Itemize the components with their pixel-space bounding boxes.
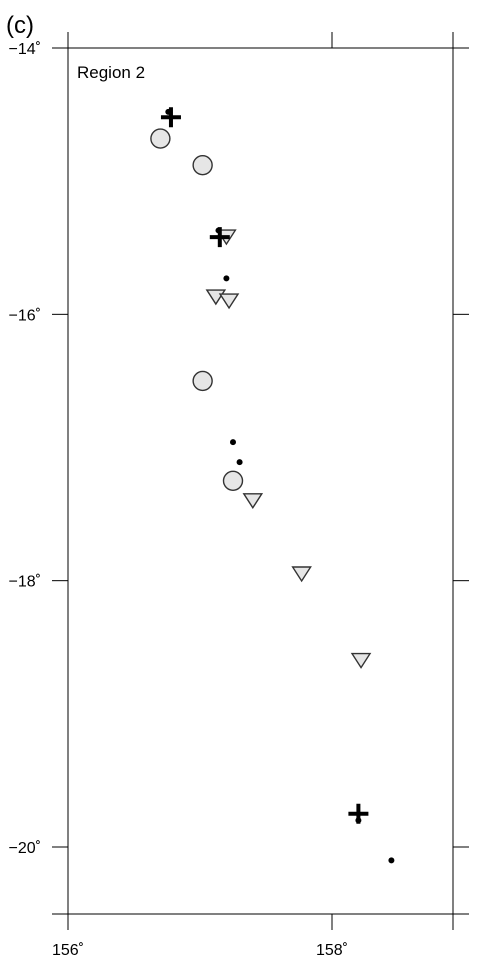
x-tick-label: 158˚ <box>316 942 348 959</box>
map-frame <box>67 47 454 915</box>
triangle-marker <box>218 293 240 310</box>
panel-label: (c) <box>6 12 34 39</box>
dot-marker <box>230 439 236 446</box>
triangle-marker <box>242 493 264 510</box>
region-label: Region 2 <box>77 63 145 82</box>
circle-marker <box>192 370 213 392</box>
circle-marker <box>150 128 171 149</box>
triangle-marker <box>350 652 372 669</box>
circle-marker <box>192 154 213 176</box>
dot-marker <box>236 459 243 466</box>
triangle-marker <box>291 566 312 583</box>
cross-marker <box>348 803 369 824</box>
data-marks <box>150 107 395 864</box>
x-tick-label: 156˚ <box>52 942 84 959</box>
cross-marker <box>209 227 230 248</box>
y-tick-label: −14˚ <box>9 41 41 58</box>
dot-marker <box>388 857 395 864</box>
cross-marker <box>160 107 181 128</box>
y-tick-label: −16˚ <box>9 307 41 324</box>
y-tick-label: −20˚ <box>9 840 41 857</box>
circle-marker <box>222 470 244 491</box>
dot-marker <box>223 275 230 282</box>
y-tick-label: −18˚ <box>9 574 41 591</box>
axis-ticks: 156˚ 158˚ −14˚ −16˚ −18˚ −20˚ <box>9 32 469 959</box>
